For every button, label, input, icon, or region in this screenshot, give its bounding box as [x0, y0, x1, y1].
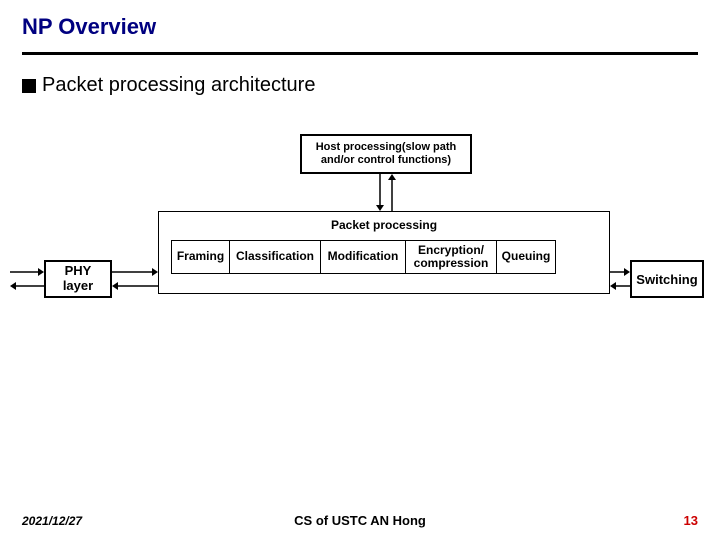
- ext-to-phy-arrows: [10, 260, 44, 298]
- stage-modification: Modification: [320, 240, 406, 274]
- stage-framing: Framing: [171, 240, 230, 274]
- title-rule: [22, 52, 698, 55]
- host-line2: and/or control functions): [302, 154, 470, 167]
- footer-center: CS of USTC AN Hong: [0, 513, 720, 528]
- phy-layer-box: PHYlayer: [44, 260, 112, 298]
- stage-encryption: Encryption/compression: [405, 240, 497, 274]
- bullet-text: Packet processing architecture: [42, 74, 315, 97]
- packet-to-switch-arrows: [610, 260, 630, 298]
- bullet-row: Packet processing architecture: [22, 74, 315, 97]
- packet-processing-box: Packet processing FramingClassificationM…: [158, 211, 610, 294]
- host-packet-connector: [374, 174, 398, 211]
- phy-to-packet-arrows: [112, 260, 158, 298]
- footer-page-number: 13: [684, 513, 698, 528]
- stage-classification: Classification: [229, 240, 321, 274]
- switching-box: Switching: [630, 260, 704, 298]
- packet-processing-label: Packet processing: [159, 218, 609, 232]
- bullet-square-icon: [22, 79, 36, 93]
- host-line1: Host processing(slow path: [302, 141, 470, 154]
- slide-title: NP Overview: [22, 14, 156, 40]
- pipeline-stages: FramingClassificationModificationEncrypt…: [171, 240, 556, 274]
- host-processing-box: Host processing(slow path and/or control…: [300, 134, 472, 174]
- stage-queuing: Queuing: [496, 240, 556, 274]
